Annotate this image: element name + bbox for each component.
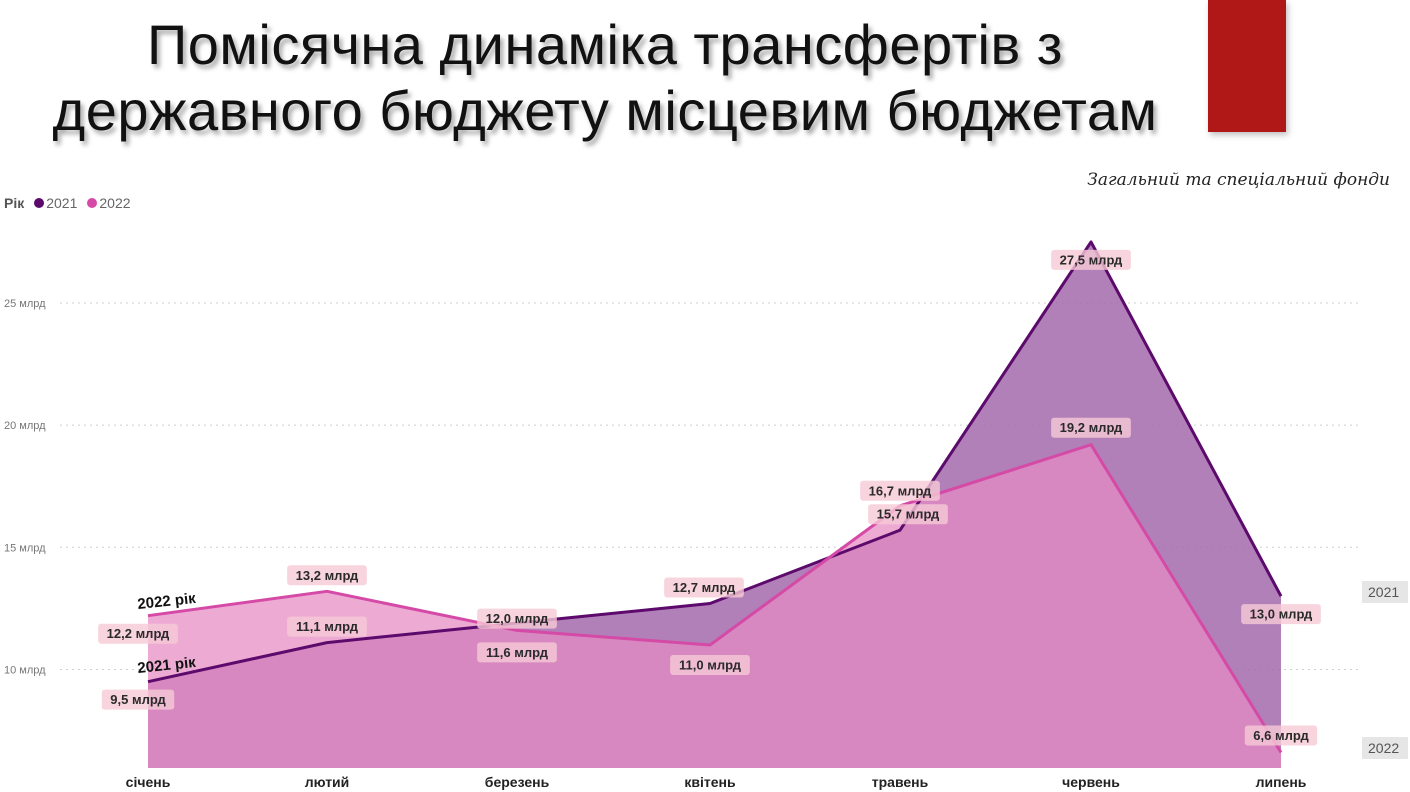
accent-bar — [1208, 0, 1286, 132]
x-tick-label: березень — [485, 774, 550, 790]
x-tick-label: липень — [1256, 774, 1307, 790]
legend-item-2021[interactable]: 2021 — [34, 195, 77, 211]
y-tick-label: 20 млрд — [4, 420, 46, 432]
end-tag-2022: 2022 — [1368, 740, 1399, 756]
data-label-2022-bg — [477, 642, 557, 663]
line-series-2022[interactable] — [147, 443, 1283, 754]
x-tick-label: травень — [872, 774, 929, 790]
title-line-1: Помісячна динаміка трансфертів з — [147, 13, 1063, 76]
data-label-2022: 19,2 млрд — [1060, 420, 1123, 435]
legend-label-2021: 2021 — [46, 195, 78, 211]
data-label-2022: 6,6 млрд — [1253, 728, 1309, 743]
data-label-2021: 12,7 млрд — [673, 580, 736, 595]
chart-legend[interactable]: Рік 2021 2022 — [4, 195, 137, 211]
data-label-2021: 15,7 млрд — [877, 507, 940, 522]
data-label-extra: 12,0 млрд — [486, 611, 549, 626]
x-tick-label: квітень — [684, 774, 736, 790]
x-tick-label: січень — [126, 774, 171, 790]
legend-item-2022[interactable]: 2022 — [87, 195, 131, 211]
y-tick-label: 15 млрд — [4, 542, 46, 554]
annotation-2022: 2022 рік — [137, 590, 197, 613]
data-label-2022-bg — [1051, 417, 1131, 438]
title-line-2: державного бюджету місцевим бюджетам — [52, 79, 1158, 142]
line-series-2021[interactable] — [147, 240, 1283, 684]
data-label-2021-bg — [1051, 249, 1131, 270]
end-tag-2021-bg — [1362, 581, 1408, 603]
data-label-2021: 9,5 млрд — [110, 692, 166, 707]
data-label-2022: 11,0 млрд — [679, 658, 742, 673]
data-label-2021-bg — [287, 616, 367, 637]
data-label-2021-bg — [1241, 604, 1321, 625]
x-tick-label: лютий — [305, 774, 350, 790]
y-tick-label: 10 млрд — [4, 664, 46, 676]
data-label-2022: 12,2 млрд — [107, 626, 170, 641]
page-title: Помісячна динаміка трансфертів з державн… — [20, 12, 1190, 144]
data-label-2022-bg — [98, 623, 178, 644]
data-label-2021-bg — [664, 577, 744, 598]
x-tick-label: червень — [1062, 774, 1120, 790]
legend-dot-2021 — [34, 198, 45, 208]
data-label-2022: 11,6 млрд — [486, 645, 549, 660]
data-label-2022: 16,7 млрд — [869, 483, 932, 498]
data-label-2022: 13,2 млрд — [296, 568, 359, 583]
annotation-2021: 2021 рік — [137, 654, 197, 677]
legend-label-2022: 2022 — [99, 195, 131, 211]
y-tick-label: 25 млрд — [4, 298, 46, 310]
data-label-2021: 13,0 млрд — [1250, 607, 1313, 622]
data-label-2022-bg — [287, 565, 367, 586]
data-label-2022-bg — [860, 480, 940, 501]
data-label-2021: 11,1 млрд — [296, 619, 359, 634]
data-label-2021: 27,5 млрд — [1060, 252, 1123, 267]
data-label-2021-bg — [868, 504, 948, 525]
legend-title: Рік — [4, 195, 25, 211]
area-series-2022 — [148, 444, 1281, 768]
chart-subtitle: Загальний та спеціальний фонди — [1087, 170, 1390, 190]
data-label-2021-bg — [101, 689, 175, 710]
end-tag-2022-bg — [1362, 737, 1408, 759]
data-label-2022-bg — [670, 655, 750, 676]
data-label-2022-bg — [1244, 725, 1318, 746]
end-tag-2021: 2021 — [1368, 584, 1399, 600]
legend-dot-2022 — [87, 198, 98, 208]
data-label-extra-bg — [477, 608, 557, 629]
